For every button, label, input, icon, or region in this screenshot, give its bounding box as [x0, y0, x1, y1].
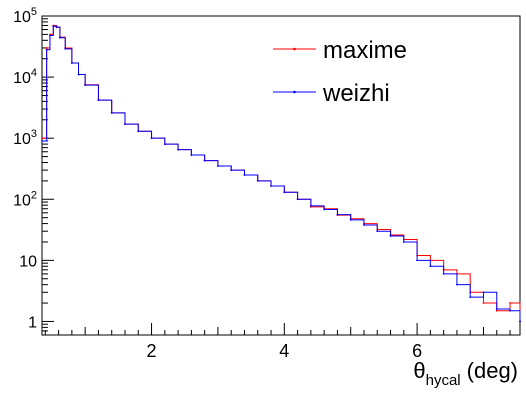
data-point-weizhi [52, 25, 55, 28]
y-tick-label: 1 [28, 314, 37, 331]
legend-marker-weizhi [293, 90, 296, 94]
y-tick-label: 104 [13, 67, 37, 87]
legend: maxime weizhi [273, 37, 407, 107]
data-point-weizhi [84, 84, 87, 86]
data-point-weizhi [270, 185, 272, 187]
data-point-weizhi [495, 308, 498, 310]
data-point-weizhi [389, 235, 392, 237]
data-point-weizhi [230, 169, 233, 172]
x-axis: 2 4 6 [44, 323, 511, 361]
data-point-weizhi [137, 130, 140, 133]
data-point-weizhi [45, 48, 48, 51]
data-point-weizhi [456, 283, 458, 286]
legend-label-maxime: maxime [323, 37, 407, 64]
data-point-weizhi [309, 204, 312, 207]
data-point-weizhi [59, 36, 61, 39]
data-point-weizhi [64, 47, 67, 50]
plot-frame [41, 15, 521, 336]
y-tick-label: 102 [13, 189, 37, 209]
data-point-weizhi [124, 123, 126, 126]
y-tick-label: 105 [13, 6, 37, 26]
y-tick-label: 10 [19, 253, 37, 270]
data-point-weizhi [296, 198, 299, 201]
data-point-weizhi [283, 191, 286, 194]
data-point-weizhi [55, 26, 58, 28]
data-point-weizhi [77, 73, 80, 76]
data-point-weizhi [97, 99, 100, 102]
data-point-weizhi [469, 296, 472, 299]
data-point-weizhi [323, 208, 326, 211]
data-point-weizhi [243, 174, 246, 176]
data-point-maxime [482, 302, 485, 304]
data-point-weizhi [49, 34, 51, 37]
data-point-maxime [45, 47, 48, 49]
data-point-weizhi [519, 320, 521, 323]
data-point-maxime [509, 302, 511, 304]
data-point-weizhi [203, 159, 206, 162]
data-point-weizhi [70, 62, 73, 64]
data-point-weizhi [190, 154, 193, 156]
y-tick-label: 103 [13, 128, 37, 148]
data-point-weizhi [349, 218, 352, 221]
data-point-maxime [41, 137, 43, 140]
legend-label-weizhi: weizhi [322, 80, 390, 107]
x-tick-label: 4 [279, 341, 289, 361]
legend-marker-maxime [293, 47, 296, 51]
data-point-weizhi [150, 137, 153, 140]
data-point-weizhi [442, 273, 445, 275]
data-point-weizhi [429, 265, 432, 268]
data-point-maxime [495, 309, 498, 312]
data-point-weizhi [416, 259, 418, 262]
data-point-weizhi [41, 140, 43, 142]
x-tick-label: 2 [147, 341, 157, 361]
data-point-weizhi [336, 213, 339, 216]
data-point-weizhi [509, 309, 511, 312]
data-point-weizhi [110, 111, 113, 114]
data-point-weizhi [163, 143, 166, 145]
data-point-weizhi [217, 165, 219, 167]
series-layer [41, 24, 521, 323]
x-axis-label-subscript: hycal [426, 372, 461, 388]
y-axis: 1 10 102 103 104 105 [13, 6, 54, 336]
data-point-weizhi [482, 291, 485, 294]
data-point-weizhi [402, 241, 405, 243]
x-tick-label: 6 [412, 341, 422, 361]
data-point-weizhi [376, 230, 379, 233]
data-point-weizhi [177, 148, 179, 151]
data-point-weizhi [363, 224, 365, 226]
x-axis-label: θhycal (deg) [413, 358, 518, 388]
data-point-weizhi [256, 179, 259, 182]
